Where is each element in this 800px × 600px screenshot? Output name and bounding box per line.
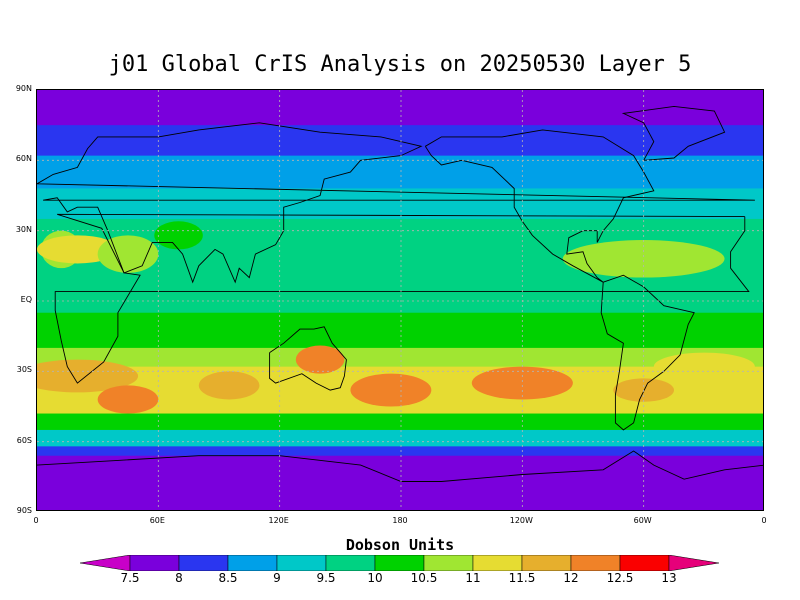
colorbar-segment [178, 555, 229, 571]
eurasia-coast [37, 122, 755, 284]
colorbar-segment [80, 555, 131, 571]
colorbar-units-label: Dobson Units [345, 536, 455, 554]
latitude-tick-label: 90S [16, 506, 32, 515]
zonal-band-9 [37, 413, 763, 431]
colorbar-tick-label: 9 [273, 571, 281, 585]
zonal-band-1 [37, 125, 763, 157]
zonal-band-10 [37, 429, 763, 447]
colorbar-segment [619, 555, 670, 571]
colorbar-segment [129, 555, 180, 571]
longitude-tick-label: 120E [268, 516, 289, 525]
ozone-blob-1 [37, 235, 118, 264]
zonal-band-7 [37, 347, 763, 368]
ozone-field [37, 90, 763, 510]
ozone-blob-9 [350, 373, 432, 407]
ozone-blob-8 [295, 345, 345, 374]
latitude-tick-label: EQ [20, 295, 32, 304]
colorbar-segment [325, 555, 376, 571]
south-america-coast [600, 274, 695, 431]
africa-coast [54, 213, 750, 384]
colorbar-tick-label: 12 [563, 571, 579, 585]
coastlines [37, 105, 763, 482]
colorbar-segment [423, 555, 474, 571]
graticule [37, 90, 763, 510]
colorbar-tick-label: 9.5 [316, 571, 336, 585]
ozone-blob-5 [37, 359, 139, 393]
longitude-tick-label: 60E [149, 516, 165, 525]
colorbar-segment [374, 555, 425, 571]
latitude-tick-label: 60S [16, 435, 32, 445]
colorbar-tick-label: 12.5 [606, 571, 634, 585]
ozone-blob-2 [97, 235, 159, 273]
zonal-band-11 [37, 446, 763, 457]
longitude-tick-label: 60W [633, 516, 652, 525]
longitude-tick-label: 120W [509, 516, 533, 525]
colorbar [80, 555, 720, 571]
colorbar-tick-label: 11 [465, 571, 481, 585]
latitude-tick-label: 60N [15, 154, 32, 164]
longitude-tick-label: 0 [33, 516, 39, 525]
zonal-band-2 [37, 155, 763, 189]
greenland-coast [621, 105, 726, 161]
ozone-blob-12 [653, 352, 755, 381]
ozone-blob-6 [97, 385, 159, 414]
ozone-blob-7 [198, 371, 260, 400]
colorbar-tick-label: 10.5 [410, 571, 438, 585]
colorbar-segment [570, 555, 621, 571]
colorbar-segment [668, 555, 720, 571]
colorbar-tick-label: 7.5 [120, 571, 140, 585]
colorbar-tick-label: 13 [661, 571, 677, 585]
colorbar-tick-label: 8.5 [218, 571, 238, 585]
global-ozone-map [36, 89, 764, 511]
ozone-blob-10 [471, 366, 573, 400]
colorbar-segment [521, 555, 572, 571]
colorbar-segment [227, 555, 278, 571]
zonal-band-12 [37, 455, 763, 510]
ozone-blob-3 [154, 221, 203, 250]
zonal-band-0 [37, 90, 763, 126]
zonal-band-6 [37, 312, 763, 349]
latitude-tick-label: 90N [15, 84, 32, 93]
longitude-tick-label: 0 [761, 516, 767, 525]
antarctica-coast [37, 450, 763, 482]
map-title: j01 Global CrIS Analysis on 20250530 Lay… [108, 52, 692, 77]
colorbar-segment [276, 555, 327, 571]
longitude-tick-label: 180 [392, 516, 408, 525]
ozone-blob-4 [562, 240, 725, 278]
colorbar-tick-label: 11.5 [508, 571, 536, 585]
colorbar-segment [472, 555, 523, 571]
colorbar-tick-label: 10 [367, 571, 383, 585]
latitude-tick-label: 30S [16, 365, 32, 375]
map-canvas [37, 90, 763, 510]
australia-coast [269, 326, 347, 391]
latitude-tick-label: 30N [15, 224, 32, 234]
north-america-coast [424, 129, 655, 283]
colorbar-tick-label: 8 [175, 571, 183, 585]
